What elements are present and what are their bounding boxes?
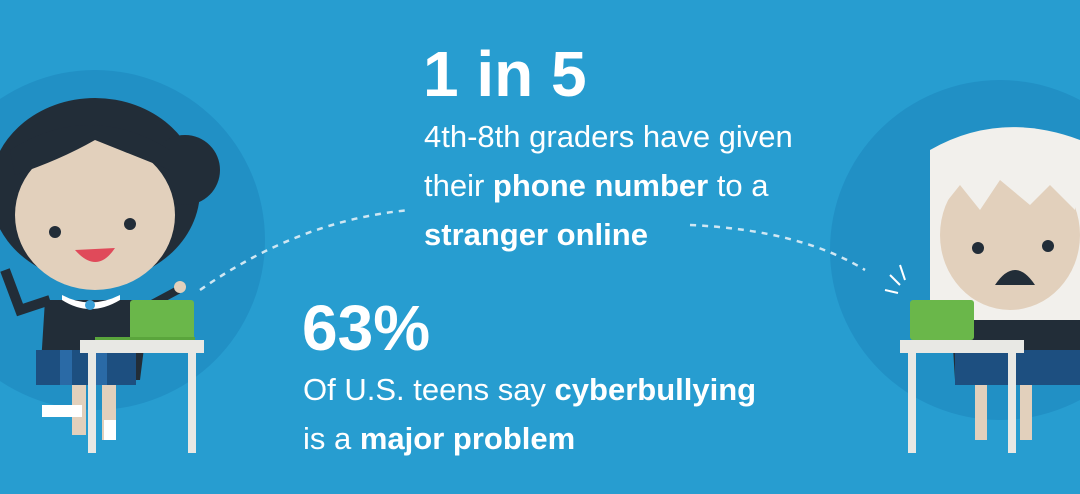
stat-1-line-2: their phone number to a — [424, 161, 793, 210]
stat-1-line-1: 4th-8th graders have given — [424, 119, 793, 154]
stat-2-line-1-text: Of U.S. teens say — [303, 372, 555, 407]
stat-2-number: 63% — [302, 292, 431, 364]
right-girl-illustration — [689, 80, 1080, 453]
stat-2-line-2-text: is a — [303, 421, 360, 456]
left-desk — [80, 340, 204, 353]
stat-1-line-2-text: their — [424, 168, 493, 203]
stat-1-line-3: stranger online — [424, 210, 793, 259]
stat-2-line-1: Of U.S. teens say cyberbullying — [303, 365, 756, 414]
stat-1-number: 1 in 5 — [423, 38, 587, 110]
dashed-connector-right — [689, 223, 866, 272]
frowning-mouth — [995, 270, 1035, 285]
smiling-mouth — [75, 248, 115, 263]
left-laptop-icon — [130, 300, 194, 340]
stat-1-highlight-stranger: stranger online — [424, 217, 648, 252]
right-laptop-icon — [910, 300, 974, 340]
stat-2-highlight-cyberbullying: cyberbullying — [554, 372, 757, 407]
left-girl-illustration — [0, 70, 411, 453]
stat-1-line-2-end: to a — [708, 168, 769, 203]
right-desk — [900, 340, 1024, 353]
stat-1-description: 4th-8th graders have given their phone n… — [424, 112, 793, 259]
stat-2-highlight-major-problem: major problem — [359, 421, 576, 456]
stat-2-description: Of U.S. teens say cyberbullying is a maj… — [303, 365, 756, 463]
stat-1-highlight-phone: phone number — [492, 168, 709, 203]
stat-2-line-2: is a major problem — [303, 414, 756, 463]
